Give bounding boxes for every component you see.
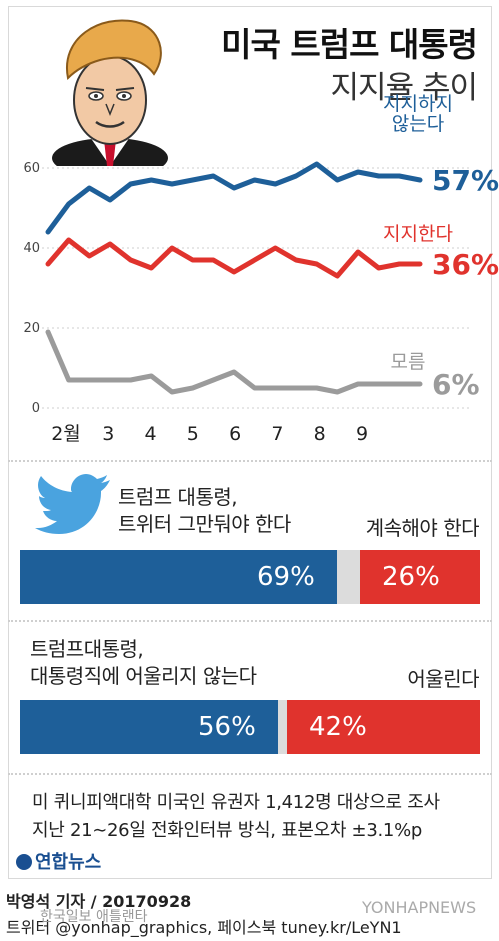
twitter-question: 트럼프 대통령, 트위터 그만둬야 한다 xyxy=(118,484,291,538)
x-tick-label: 8 xyxy=(314,423,326,445)
fit-question: 트럼프대통령, 대통령직에 어울리지 않는다 xyxy=(30,636,257,690)
y-tick-label: 0 xyxy=(32,401,40,416)
series-line xyxy=(45,237,423,279)
credit-line1: 박영석 기자 / 20170928 xyxy=(6,892,192,911)
fit-bar-yes-label: 56% xyxy=(198,712,256,742)
series-name: 지지하지 않는다 xyxy=(383,93,453,135)
x-tick-label: 4 xyxy=(145,423,157,445)
survey-note-line2: 지난 21∼26일 전화인터뷰 방식, 표본오차 ±3.1%p xyxy=(32,820,422,841)
series-line xyxy=(45,161,423,235)
twitter-question-line1: 트럼프 대통령, xyxy=(118,485,238,509)
x-tick-label: 3 xyxy=(102,423,114,445)
series-name-line: 지지한다 xyxy=(383,223,453,245)
fit-question-line2: 대통령직에 어울리지 않는다 xyxy=(30,664,257,688)
approval-line-chart: 0 20 40 60 2월 3 4 5 6 7 8 9 57% 지지하지 않는다 36% 지지한다 6% 모름 xyxy=(23,93,499,445)
watermark-right: YONHAPNEWS xyxy=(362,898,477,917)
section-divider xyxy=(8,620,492,622)
fit-other-label: 어울린다 xyxy=(407,667,479,691)
series-name: 지지한다 xyxy=(383,223,453,245)
series-name: 모름 xyxy=(391,351,426,373)
yonhap-logo: 연합뉴스 xyxy=(16,848,101,874)
y-tick-label: 20 xyxy=(23,321,40,336)
fit-question-line1: 트럼프대통령, xyxy=(30,637,144,661)
twitter-bar-neutral-segment xyxy=(337,550,360,604)
twitter-bar-no-label: 26% xyxy=(382,562,440,592)
subtitle: 지지율 추이 xyxy=(330,70,478,106)
trump-portrait-illustration xyxy=(52,19,168,166)
yonhap-logo-icon xyxy=(16,854,32,870)
series-line xyxy=(45,329,423,395)
credit-line2: 트위터 @yonhap_graphics, 페이스북 tuney.kr/LeYN… xyxy=(6,918,402,937)
twitter-bar-yes-label: 69% xyxy=(257,562,315,592)
series-end-label: 36% xyxy=(432,248,499,281)
y-tick-label: 60 xyxy=(23,161,40,176)
title: 미국 트럼프 대통령 xyxy=(221,25,478,64)
watermark-left: 한국일보 애틀랜타 xyxy=(40,909,148,925)
fit-bar-no-label: 42% xyxy=(309,712,367,742)
x-tick-label: 6 xyxy=(229,423,241,445)
twitter-bar-no-segment xyxy=(360,550,480,604)
series-name-line: 않는다 xyxy=(392,113,444,135)
survey-note-line1: 미 퀴니피액대학 미국인 유권자 1,412명 대상으로 조사 xyxy=(32,792,440,813)
fit-bar-neutral-segment xyxy=(278,700,287,754)
x-tick-label: 2월 xyxy=(51,423,81,445)
twitter-bird-icon xyxy=(35,474,110,534)
section-divider xyxy=(8,773,492,775)
yonhap-logo-text: 연합뉴스 xyxy=(35,852,102,873)
series-name-line: 지지하지 xyxy=(383,93,453,115)
series-end-label: 57% xyxy=(432,164,499,197)
series-end-label: 6% xyxy=(432,368,480,401)
twitter-other-label: 계속해야 한다 xyxy=(365,516,480,540)
fit-bar-yes-segment xyxy=(20,700,278,754)
x-tick-label: 9 xyxy=(356,423,368,445)
y-tick-label: 40 xyxy=(23,241,40,256)
x-tick-label: 5 xyxy=(187,423,199,445)
twitter-question-line2: 트위터 그만둬야 한다 xyxy=(118,512,291,536)
fit-bar-no-segment xyxy=(287,700,480,754)
twitter-bar-yes-segment xyxy=(20,550,337,604)
section-divider xyxy=(8,460,492,462)
x-tick-label: 7 xyxy=(271,423,283,445)
series-name-line: 모름 xyxy=(391,351,426,373)
